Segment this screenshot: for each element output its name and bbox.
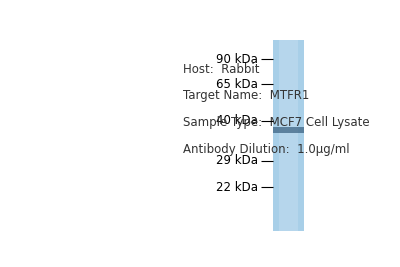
Text: Antibody Dilution:  1.0μg/ml: Antibody Dilution: 1.0μg/ml — [183, 143, 350, 156]
Text: 29 kDa: 29 kDa — [216, 154, 258, 167]
Text: Target Name:  MTFR1: Target Name: MTFR1 — [183, 89, 310, 102]
Bar — [273, 40, 304, 231]
Text: 65 kDa: 65 kDa — [216, 78, 258, 91]
Text: 40 kDa: 40 kDa — [216, 114, 258, 127]
Text: 22 kDa: 22 kDa — [216, 181, 258, 194]
Bar — [273, 127, 304, 134]
Bar — [279, 40, 298, 231]
Text: Sample Type:  MCF7 Cell Lysate: Sample Type: MCF7 Cell Lysate — [183, 116, 370, 129]
Text: 90 kDa: 90 kDa — [216, 53, 258, 66]
Text: Host:  Rabbit: Host: Rabbit — [183, 62, 260, 76]
